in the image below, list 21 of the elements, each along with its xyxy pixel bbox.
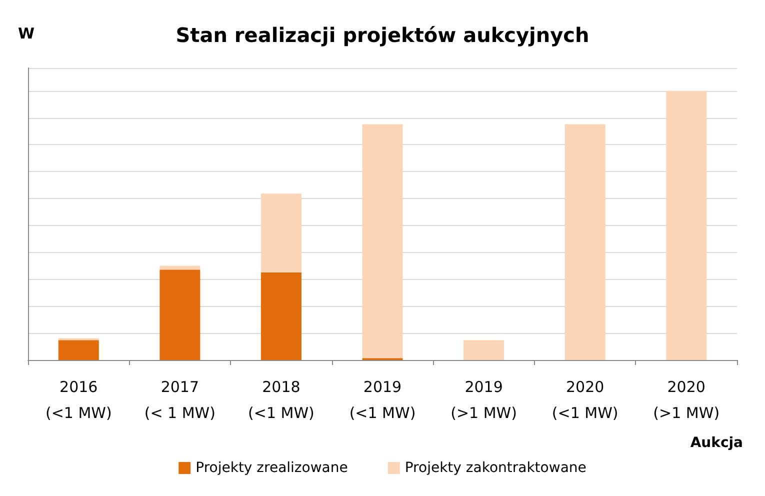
bar <box>260 272 302 360</box>
bar <box>260 194 302 273</box>
bar <box>58 340 99 360</box>
x-tick-label: 2020 (>1 MW) <box>653 378 720 422</box>
bar <box>564 124 606 360</box>
x-axis-title: Aukcja <box>690 435 744 451</box>
x-tick-label: 2020 (<1 MW) <box>552 378 618 422</box>
y-axis-title: W <box>18 24 35 42</box>
legend-label: Projekty zrealizowane <box>196 460 348 476</box>
x-tick-label: 2018 (<1 MW) <box>248 378 314 422</box>
x-tick-label: 2019 (<1 MW) <box>349 378 416 422</box>
chart-title: Stan realizacji projektów aukcyjnych <box>176 23 590 47</box>
bar <box>666 90 707 360</box>
bar <box>160 266 200 270</box>
x-tick-label: 2016 (<1 MW) <box>45 378 112 422</box>
legend-label: Projekty zakontraktowane <box>404 460 586 476</box>
bar <box>464 340 504 360</box>
x-tick-label: 2019 (>1 MW) <box>450 378 517 422</box>
bar <box>160 270 200 360</box>
bar <box>362 124 403 358</box>
x-tick-label: 2017 (< 1 MW) <box>144 378 216 422</box>
